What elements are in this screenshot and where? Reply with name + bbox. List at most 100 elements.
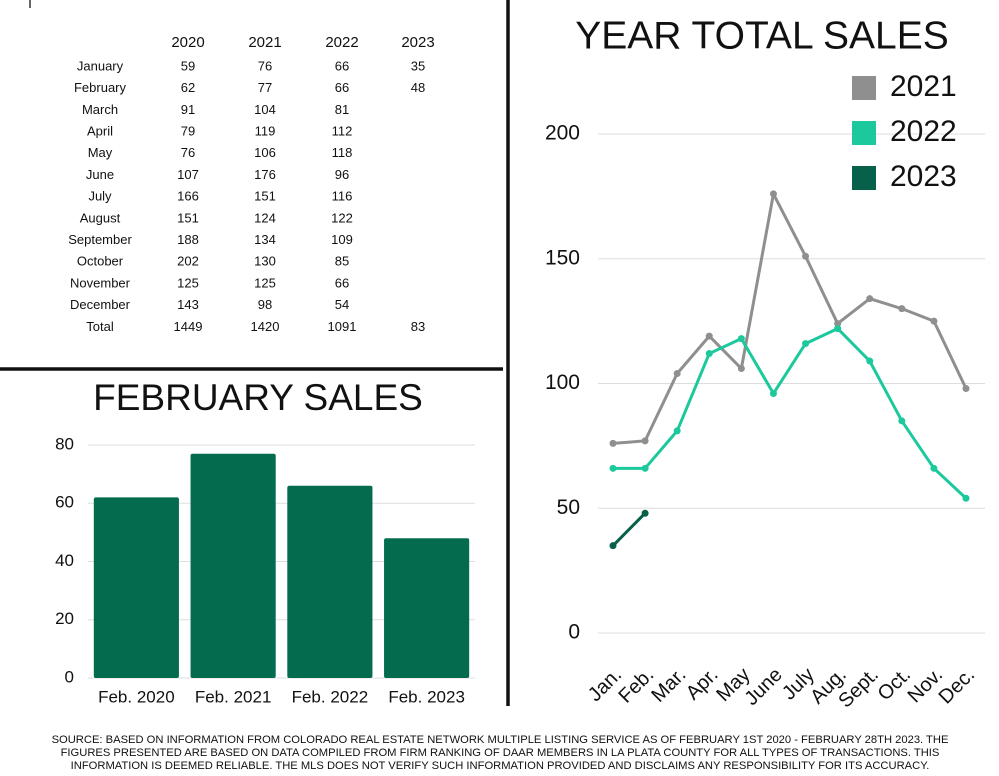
- point: [705, 350, 713, 358]
- y-tick-label: 60: [55, 493, 74, 512]
- table-cell: 151: [177, 210, 199, 225]
- point: [705, 332, 713, 340]
- table-cell: 1091: [328, 319, 357, 334]
- table-cell: 112: [332, 124, 353, 139]
- table-cell: 125: [254, 275, 276, 290]
- x-tick-label: Feb. 2020: [98, 687, 175, 706]
- row-label: June: [86, 167, 114, 182]
- table-cell: 1449: [174, 319, 203, 334]
- series-line: [611, 512, 647, 547]
- table-cell: 119: [255, 124, 276, 139]
- table-cell: 81: [335, 102, 349, 117]
- series-line: [612, 192, 968, 445]
- row-label: Total: [86, 319, 114, 334]
- point: [641, 509, 649, 517]
- footer-line: FIGURES PRESENTED ARE BASED ON DATA COMP…: [61, 747, 940, 759]
- row-label: October: [77, 254, 124, 269]
- bar: [190, 453, 276, 678]
- table-cell: 188: [177, 232, 199, 247]
- point: [866, 357, 874, 365]
- row-label: December: [70, 297, 131, 312]
- legend-swatch: [852, 121, 876, 145]
- table-cell: 59: [181, 58, 195, 73]
- table-cell: 91: [181, 102, 195, 117]
- table-cell: 98: [258, 297, 272, 312]
- x-tick-label: Feb. 2022: [292, 687, 369, 706]
- x-tick-label: Jan.: [584, 664, 626, 706]
- x-tick-label: Feb. 2021: [195, 687, 272, 706]
- point: [898, 417, 906, 425]
- row-label: August: [80, 210, 121, 225]
- y-tick-label: 80: [55, 434, 74, 453]
- x-tick-label: Mar.: [647, 664, 690, 707]
- bar-title: FEBRUARY SALES: [93, 377, 423, 418]
- table-cell: 76: [258, 58, 272, 73]
- table-header: 2022: [325, 34, 358, 51]
- table-cell: 130: [254, 254, 276, 269]
- table-cell: 66: [335, 58, 349, 73]
- table-header: 2023: [401, 34, 434, 51]
- table-cell: 35: [411, 58, 425, 73]
- legend-label: 2021: [890, 70, 957, 103]
- x-tick-label: Feb. 2023: [388, 687, 465, 706]
- point: [802, 340, 810, 348]
- table-cell: 104: [254, 102, 276, 117]
- legend-swatch: [852, 76, 876, 100]
- row-label: April: [87, 124, 113, 139]
- series-line: [613, 327, 968, 500]
- y-tick-label: 150: [545, 246, 580, 269]
- legend-label: 2023: [890, 160, 957, 193]
- point: [673, 427, 681, 435]
- point: [641, 437, 649, 445]
- footer-line: INFORMATION IS DEEMED RELIABLE. THE MLS …: [71, 760, 930, 772]
- row-label: November: [70, 275, 131, 290]
- table-cell: 202: [177, 254, 199, 269]
- table-cell: 62: [181, 80, 195, 95]
- row-label: March: [82, 102, 118, 117]
- point: [609, 542, 617, 550]
- table-cell: 66: [335, 275, 349, 290]
- y-tick-label: 200: [545, 122, 580, 145]
- table-cell: 79: [181, 124, 195, 139]
- x-tick-label: Oct.: [874, 664, 915, 705]
- table-cell: 151: [254, 189, 276, 204]
- legend-label: 2022: [890, 115, 957, 148]
- point: [962, 384, 970, 392]
- row-label: July: [88, 189, 112, 204]
- row-label: May: [88, 145, 113, 160]
- y-tick-label: 0: [568, 621, 580, 644]
- point: [641, 464, 649, 472]
- table-cell: 109: [331, 232, 353, 247]
- x-tick-label: Apr.: [682, 664, 723, 705]
- bar: [93, 497, 179, 678]
- point: [834, 325, 842, 333]
- table-cell: 125: [177, 275, 199, 290]
- point: [769, 389, 777, 397]
- row-label: September: [68, 232, 132, 247]
- table-cell: 76: [181, 145, 195, 160]
- table-header: 2020: [171, 34, 204, 51]
- line-title: YEAR TOTAL SALES: [575, 14, 949, 57]
- point: [962, 494, 970, 502]
- table-cell: 118: [332, 145, 353, 160]
- table-cell: 77: [258, 80, 272, 95]
- y-tick-label: 40: [55, 551, 74, 570]
- table-cell: 48: [411, 80, 425, 95]
- table-cell: 134: [254, 232, 276, 247]
- point: [769, 190, 777, 198]
- table-cell: 83: [411, 319, 425, 334]
- point: [834, 320, 842, 328]
- y-tick-label: 0: [65, 667, 74, 686]
- point: [609, 464, 617, 472]
- table-cell: 143: [177, 297, 199, 312]
- point: [930, 464, 938, 472]
- point: [609, 439, 617, 447]
- x-tick-label: Dec.: [935, 664, 980, 709]
- point: [737, 365, 745, 373]
- y-tick-label: 20: [55, 609, 74, 628]
- table-cell: 122: [331, 210, 353, 225]
- y-tick-label: 100: [545, 371, 580, 394]
- table-cell: 54: [335, 297, 349, 312]
